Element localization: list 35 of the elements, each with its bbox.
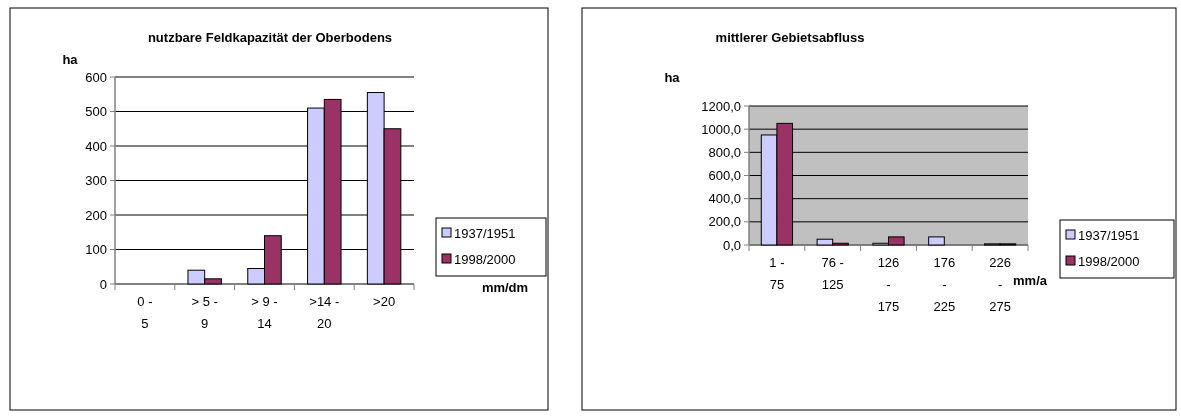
x-tick-label: 226 - 275 [989, 255, 1011, 314]
y-tick-label: 0,0 [722, 237, 741, 253]
legend-label: 1937/1951 [1078, 227, 1140, 243]
bar [928, 236, 945, 246]
x-tick-label: 0 - 5 [137, 294, 153, 331]
legend-label: 1998/2000 [454, 251, 516, 267]
y-tick-label: 0 [99, 276, 107, 292]
x-tick-label: > 9 - 14 [251, 294, 278, 331]
y-tick-label: 800,0 [708, 144, 741, 160]
y-tick-label: 500 [85, 104, 107, 120]
legend-label: 1998/2000 [1078, 253, 1140, 269]
y-tick-label: 100 [85, 242, 107, 258]
x-tick-label: 176 - 225 [933, 255, 956, 314]
chart-title: mittlerer Gebietsabfluss [715, 30, 865, 45]
y-tick-label: 600,0 [708, 168, 741, 184]
chart-title: nutzbare Feldkapazität der Oberbodens [147, 30, 393, 45]
y-tick-label: 1200,0 [701, 98, 741, 114]
x-tick-label: >14 - 20 [309, 294, 340, 331]
x-axis-title: mm/dm [481, 280, 529, 295]
x-tick-label: > 5 - 9 [191, 294, 218, 331]
y-tick-label: 600 [85, 69, 107, 85]
y-tick-label: 400 [85, 138, 107, 154]
y-tick-label: 400,0 [708, 191, 741, 207]
x-axis-title: mm/a [1013, 273, 1048, 288]
y-axis-title: ha [62, 52, 79, 67]
y-tick-label: 200,0 [708, 214, 741, 230]
x-tick-label: >20 [373, 294, 396, 309]
x-tick-label: 126 - 175 [877, 255, 900, 314]
x-tick-label: 76 - 125 [821, 255, 844, 292]
x-tick-label: 1 - 75 [769, 255, 785, 292]
y-tick-label: 200 [85, 207, 107, 223]
legend-label: 1937/1951 [454, 225, 516, 241]
y-axis-title: ha [664, 70, 681, 85]
y-tick-label: 1000,0 [701, 121, 741, 137]
y-tick-label: 300 [85, 173, 107, 189]
